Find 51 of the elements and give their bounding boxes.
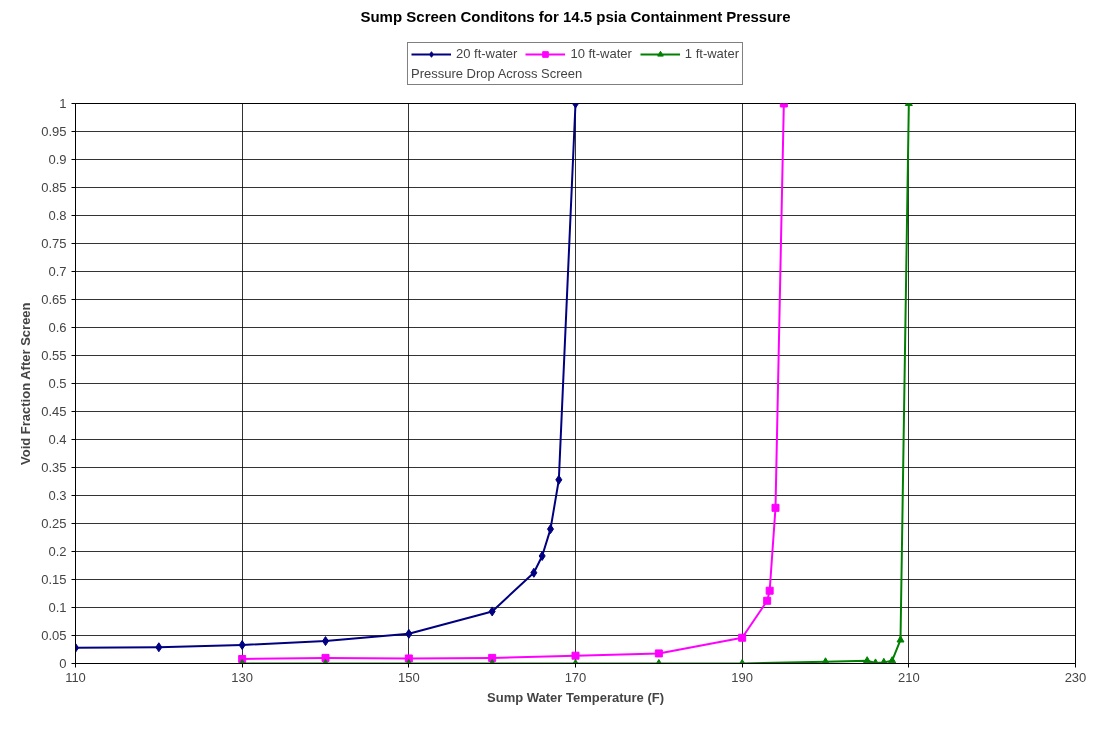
y-tick-label: 0.4: [48, 432, 67, 447]
y-tick-label: 0.1: [48, 600, 67, 615]
point: [488, 606, 496, 617]
point: [571, 651, 580, 660]
point: [765, 586, 774, 595]
y-tick-label: 1: [59, 96, 67, 111]
y-tick-label: 0.9: [48, 152, 67, 167]
legend-label: 10 ft-water: [570, 46, 632, 61]
legend-label: 20 ft-water: [455, 46, 518, 61]
y-tick-label: 0.25: [41, 516, 67, 531]
y-tick-label: 0.95: [41, 124, 67, 139]
y-tick-label: 0.45: [41, 404, 67, 419]
point: [538, 550, 546, 561]
y-tick-label: 0.2: [48, 544, 67, 559]
y-tick-label: 0.5: [48, 376, 67, 391]
y-tick-label: 0.85: [41, 180, 67, 195]
point: [405, 628, 413, 639]
y-tick-label: 0.35: [41, 460, 67, 475]
point: [738, 633, 747, 642]
x-tick-label: 230: [1064, 669, 1087, 685]
legend-label: 1 ft-water: [684, 46, 740, 61]
y-tick-label: 0.05: [41, 628, 67, 643]
point: [771, 503, 780, 512]
x-tick-label: 110: [65, 669, 86, 685]
x-tick-label: 190: [731, 669, 754, 685]
x-tick-label: 170: [564, 669, 587, 685]
point: [896, 635, 905, 643]
point: [654, 649, 663, 658]
y-tick-label: 0.7: [48, 264, 67, 279]
y-tick-label: 0.75: [41, 236, 67, 251]
y-tick-label: 0.65: [41, 292, 67, 307]
x-tick-label: 210: [897, 669, 920, 685]
point: [321, 653, 330, 662]
y-tick-label: 0.3: [48, 488, 67, 503]
y-tick-label: 0.55: [41, 348, 67, 363]
point: [238, 640, 246, 651]
y-tick-label: 0: [59, 656, 67, 671]
point: [863, 656, 872, 664]
y-tick-label: 0.15: [41, 572, 67, 587]
y-tick-label: 0.8: [48, 208, 67, 223]
point: [888, 656, 897, 664]
y-axis-title: Void Fraction After Screen: [18, 302, 34, 466]
x-tick-label: 130: [231, 669, 254, 685]
legend-title: Pressure Drop Across Screen: [410, 66, 584, 81]
x-tick-label: 150: [397, 669, 420, 685]
point: [763, 596, 772, 605]
x-axis-title: Sump Water Temperature (F): [487, 689, 664, 705]
y-tick-label: 0.6: [48, 320, 67, 335]
chart-title: Sump Screen Conditons for 14.5 psia Containment Pressure: [360, 7, 791, 25]
point: [530, 567, 538, 578]
point: [155, 642, 163, 653]
